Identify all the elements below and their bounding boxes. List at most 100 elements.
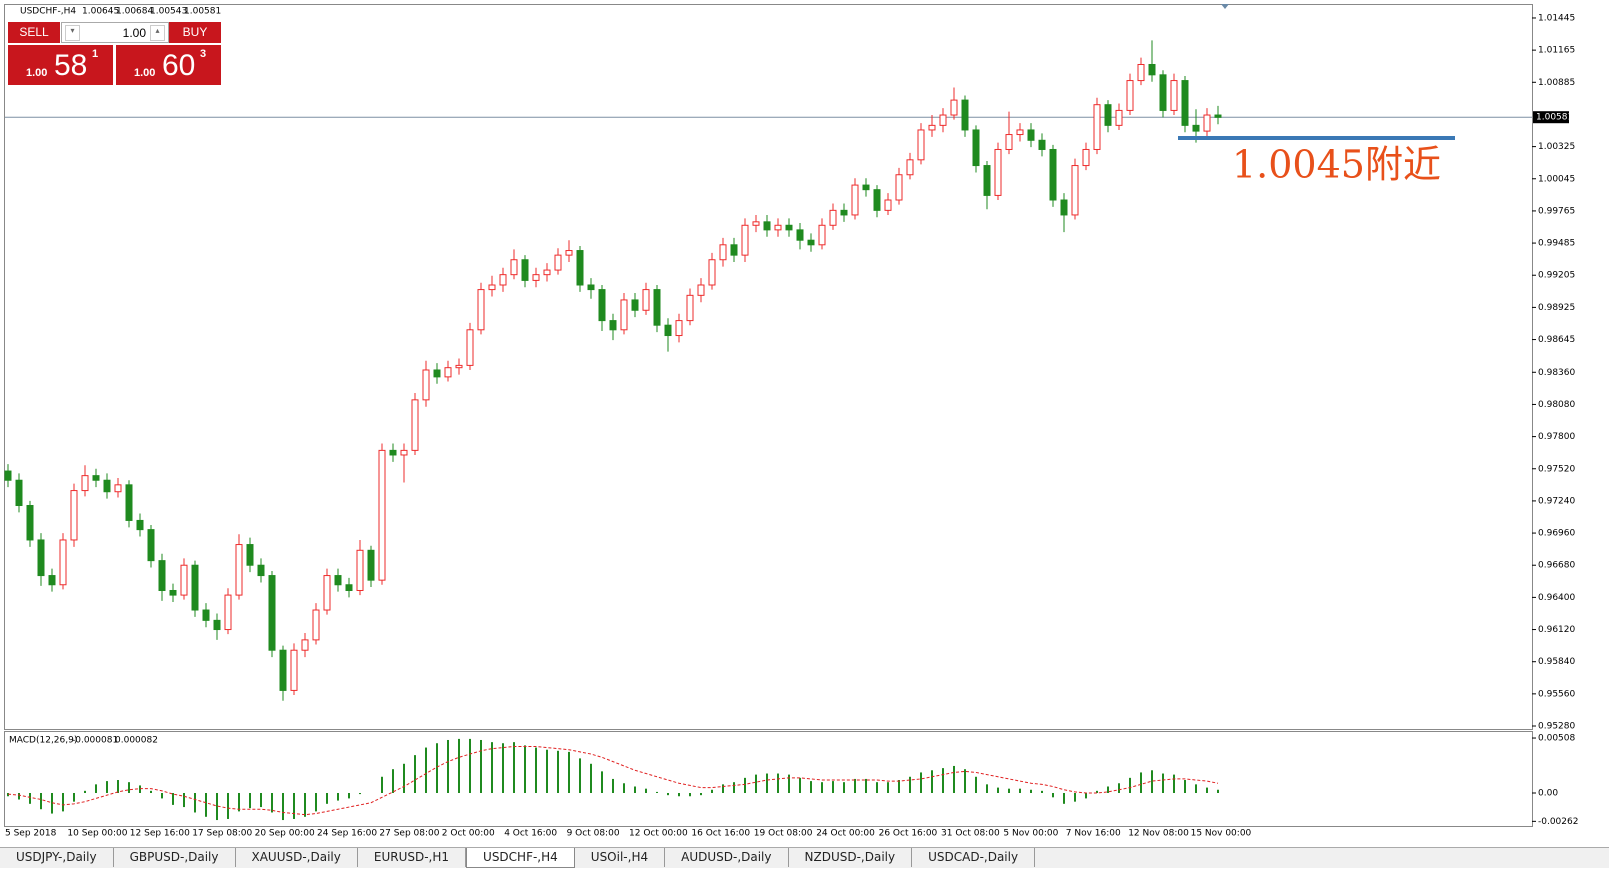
sell-button[interactable]: SELL xyxy=(8,22,60,43)
candle-body xyxy=(510,259,518,276)
candle-body xyxy=(268,575,276,651)
x-tick-label: 12 Oct 00:00 xyxy=(629,829,688,839)
candle-body xyxy=(763,221,771,231)
sell-fraction: 1 xyxy=(92,48,99,60)
candle-body xyxy=(477,289,485,331)
x-tick-label: 7 Nov 16:00 xyxy=(1066,829,1121,839)
candle-body xyxy=(92,475,100,481)
candle-body xyxy=(334,575,342,586)
candle-body xyxy=(895,174,903,201)
candle-body xyxy=(829,209,837,226)
candle-body xyxy=(609,320,617,331)
candle-body xyxy=(488,284,496,291)
candle-body xyxy=(631,299,639,311)
chart-tab[interactable]: USDCHF-,H4 xyxy=(466,848,575,868)
candle-body xyxy=(906,159,914,176)
y-tick-label: 0.98360 xyxy=(1538,368,1575,378)
x-tick-label: 2 Oct 00:00 xyxy=(442,829,495,839)
chart-tab[interactable]: USOil-,H4 xyxy=(575,848,666,867)
candle-body xyxy=(785,224,793,231)
candle-body xyxy=(235,544,243,596)
chart-tabs: USDJPY-,Daily GBPUSD-,Daily XAUUSD-,Daily E… xyxy=(0,847,1609,868)
y-tick-label: 0.95560 xyxy=(1538,689,1575,699)
price-frame xyxy=(4,4,1533,730)
chart-tab[interactable]: XAUUSD-,Daily xyxy=(236,848,358,867)
x-tick-label: 31 Oct 08:00 xyxy=(941,829,1000,839)
y-tick-label: 0.95840 xyxy=(1538,657,1575,667)
candle-body xyxy=(323,575,331,611)
chart-tab[interactable]: EURUSD-,H1 xyxy=(358,848,467,867)
x-tick-label: 24 Sep 16:00 xyxy=(317,829,377,839)
candle-body xyxy=(345,584,353,591)
candle-body xyxy=(532,274,540,281)
y-tick-label: 0.98080 xyxy=(1538,400,1575,410)
candle-body xyxy=(994,148,1002,196)
y-tick-label: 0.97240 xyxy=(1538,496,1575,506)
candle-body xyxy=(136,519,144,531)
candle-body xyxy=(389,449,397,456)
y-tick-label: 1.00325 xyxy=(1538,142,1575,152)
candle-body xyxy=(840,209,848,216)
lot-value[interactable]: 1.00 xyxy=(122,26,146,40)
y-tick-label: 0.97800 xyxy=(1538,432,1575,442)
y-tick-label: 0.98645 xyxy=(1538,335,1575,345)
buy-pips: 60 xyxy=(162,49,196,82)
candle-body xyxy=(741,224,749,256)
candle-body xyxy=(983,165,991,196)
x-tick-label: 4 Oct 16:00 xyxy=(504,829,557,839)
candle-body xyxy=(554,254,562,271)
chart-tab[interactable]: USDCAD-,Daily xyxy=(912,848,1036,867)
chart-tab[interactable]: AUDUSD-,Daily xyxy=(665,848,789,867)
candle-body xyxy=(37,539,45,577)
candle-body xyxy=(1214,114,1222,118)
candle-body xyxy=(1170,80,1178,111)
candle-body xyxy=(587,284,595,291)
candle-body xyxy=(730,244,738,256)
candle-body xyxy=(862,184,870,191)
candle-body xyxy=(257,564,265,577)
header-value: 1.00684 xyxy=(116,7,153,17)
buy-price[interactable]: 1.00 60 3 xyxy=(116,45,221,85)
candle-body xyxy=(433,369,441,378)
x-tick-label: 19 Oct 08:00 xyxy=(754,829,813,839)
candle-body xyxy=(939,114,947,126)
candle-body xyxy=(807,239,815,246)
candle-body xyxy=(180,564,188,596)
candle-body xyxy=(499,274,507,286)
candle-body xyxy=(455,364,463,369)
lot-up[interactable]: ▴ xyxy=(150,25,165,41)
chart-tab[interactable]: GBPUSD-,Daily xyxy=(114,848,236,867)
candle-body xyxy=(1016,129,1024,136)
header-value: 1.00645 xyxy=(82,7,119,17)
candle-body xyxy=(1192,124,1200,132)
candle-body xyxy=(246,544,254,566)
candle-body xyxy=(1005,134,1013,150)
buy-button[interactable]: BUY xyxy=(169,22,221,43)
candle-body xyxy=(1060,199,1068,216)
candle-body xyxy=(708,259,716,286)
candle-body xyxy=(543,269,551,276)
symbol: USDCHF-,H4 xyxy=(20,7,76,17)
candle-body xyxy=(290,649,298,691)
candle-body xyxy=(158,560,166,591)
candle-body xyxy=(653,289,661,326)
macd-frame xyxy=(4,731,1533,827)
candle-body xyxy=(213,619,221,631)
sell-price[interactable]: 1.00 58 1 xyxy=(8,45,113,85)
lot-down[interactable]: ▾ xyxy=(65,25,80,41)
candle-body xyxy=(26,505,34,541)
x-tick-label: 5 Sep 2018 xyxy=(5,829,57,839)
candle-body xyxy=(444,367,452,378)
candle-body xyxy=(598,289,606,322)
candle-body xyxy=(664,324,672,337)
bid-box xyxy=(1533,111,1569,124)
candle-body xyxy=(59,539,67,586)
x-tick-label: 20 Sep 00:00 xyxy=(255,829,315,839)
candle-body xyxy=(1038,139,1046,150)
chart-tab[interactable]: NZDUSD-,Daily xyxy=(789,848,913,867)
candle-body xyxy=(697,284,705,296)
candle-body xyxy=(719,244,727,261)
chart-tab[interactable]: USDJPY-,Daily xyxy=(0,848,114,867)
lot-field[interactable]: ▾ 1.00 ▴ xyxy=(61,22,169,43)
candle-body xyxy=(521,259,529,281)
